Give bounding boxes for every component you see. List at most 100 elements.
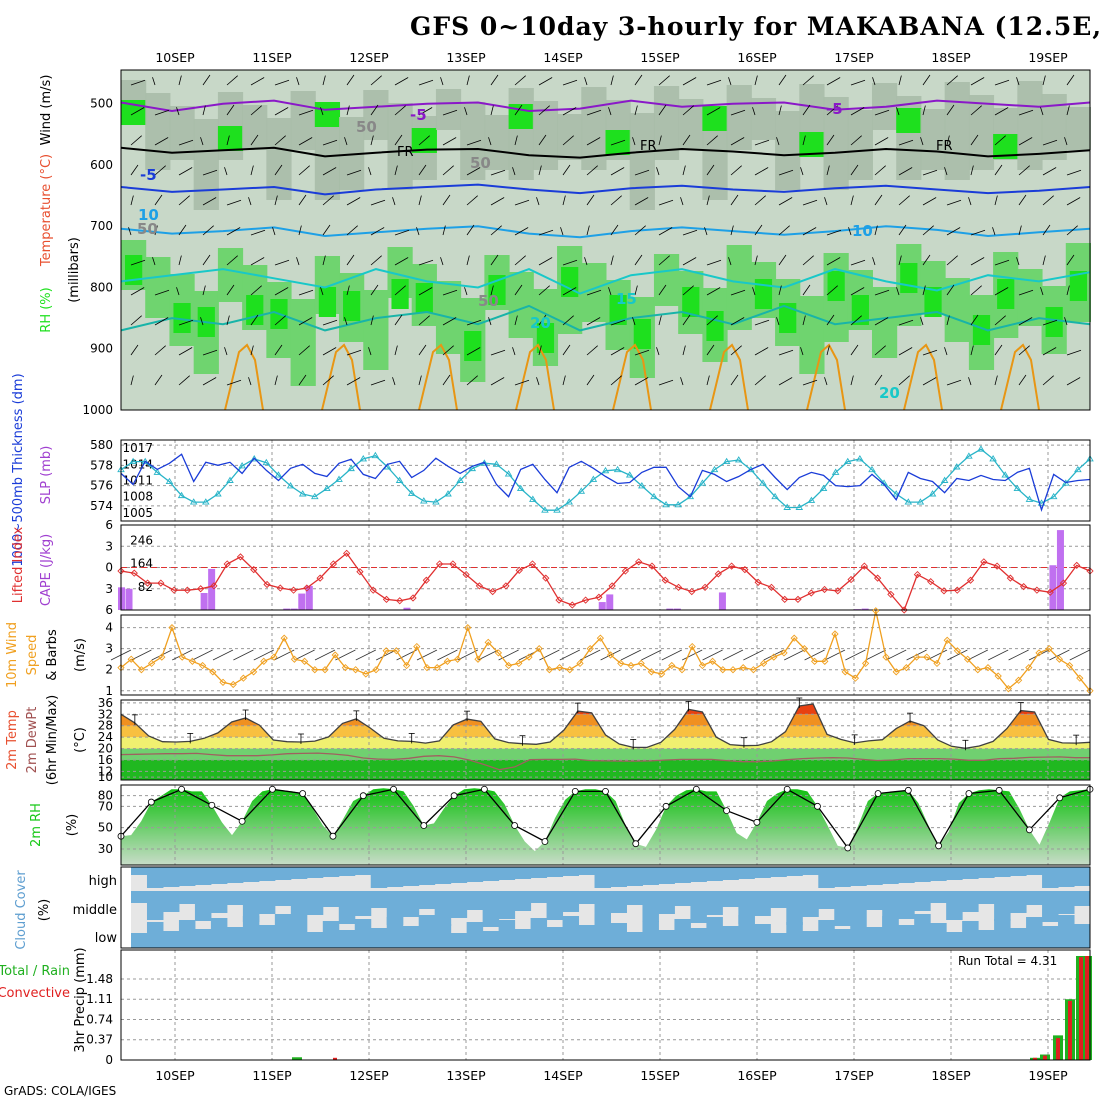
wind-speed-line-marker [474, 655, 482, 663]
rh-band-bright [827, 271, 845, 301]
wind-barb [130, 79, 146, 86]
wind-barb [730, 165, 742, 176]
cloud-high [418, 867, 436, 885]
wind-speed-line-marker [1004, 685, 1013, 693]
wind-barb [850, 287, 865, 296]
wind-speed-line-marker [147, 659, 156, 668]
wind-barb [752, 287, 756, 296]
temp-band [121, 737, 1090, 749]
chart-title: GFS 0~10day 3-hourly for MAKABANA (12.5E… [410, 12, 1100, 41]
wind-barb [680, 377, 684, 386]
rh2m-frame [120, 784, 1091, 866]
slp-line-marker [601, 466, 610, 474]
wind-barb [850, 107, 865, 116]
wind-speed-line-marker [504, 661, 513, 670]
contour-label: 20 [530, 314, 551, 332]
wind-barb [1018, 165, 1030, 176]
wind-barb [154, 165, 166, 176]
axis-tick: 2 [105, 663, 113, 677]
wind-barb [130, 287, 145, 296]
wind-barb [898, 375, 910, 386]
lifted-index-line-marker [661, 576, 669, 584]
wind-barb [322, 347, 337, 356]
wind-barb [226, 104, 235, 116]
wind-barb [586, 345, 598, 356]
lifted-index-line-marker [555, 596, 563, 604]
wind-barb [418, 375, 422, 386]
wind-speed-line-marker [331, 651, 339, 659]
contour-label: 15 [616, 290, 637, 308]
date-axis-top: 10SEP 11SEP 12SEP 13SEP 14SEP 15SEP 16SEP 17SEP… [155, 50, 1068, 65]
wind-barb [346, 74, 355, 86]
wind-speed-line-marker [127, 655, 135, 663]
wind-barb [1042, 195, 1054, 206]
wind-barb [176, 287, 180, 296]
slp-line-marker [625, 471, 634, 478]
cape-tick: 246 [130, 533, 153, 547]
cloud-low [770, 933, 787, 948]
wind-barb [826, 134, 835, 146]
cloud-high [1042, 867, 1059, 888]
cloud-high [290, 867, 308, 879]
lifted-index-line-marker [993, 562, 1001, 570]
wind-barb [970, 285, 982, 296]
contour-label: 50 [137, 220, 158, 238]
surface-wind-barb [926, 649, 948, 661]
slp-line-marker [613, 465, 622, 473]
wind-barb [826, 345, 830, 356]
cape-bar [1049, 565, 1057, 610]
rh-upper-bright [702, 106, 728, 131]
wind-barb [202, 225, 214, 236]
wind-barb [442, 109, 458, 116]
rh-area [121, 788, 1090, 865]
wind-speed-line-marker [535, 645, 543, 653]
slp-line-marker [977, 445, 985, 452]
slp-line-marker [565, 498, 573, 505]
wind10-frame [120, 614, 1091, 696]
wind-speed-line-marker [790, 634, 798, 642]
cape-bar [298, 593, 306, 610]
contour-label: 50 [478, 292, 499, 310]
wind-barb [248, 197, 252, 206]
wind-barb [346, 285, 350, 296]
wind-barb [1066, 197, 1081, 206]
wind-speed-line-marker [943, 636, 951, 644]
cloud-high [978, 867, 995, 878]
cloud-low [1042, 926, 1059, 948]
label-thickness: 1000~500mb Thickness (dm) [11, 373, 26, 566]
cloud-low [306, 932, 324, 948]
wind-speed-line-marker [576, 659, 584, 668]
wind-speed-line-marker [882, 653, 890, 661]
cape-bar [200, 593, 208, 610]
wind-barb [874, 289, 890, 296]
cloud-high [882, 867, 899, 884]
wind-speed-line-marker [525, 653, 533, 661]
rh-band-mid [750, 98, 777, 140]
cloud-low [530, 918, 548, 948]
cloud-low [722, 926, 739, 948]
cloud-high [306, 867, 324, 878]
rh-line-marker [571, 788, 579, 795]
cloud-low [258, 925, 276, 948]
cloud-high [626, 867, 643, 886]
lifted-index-line-marker [329, 560, 338, 568]
cloud-middle [786, 891, 803, 925]
lifted-index-line-marker [887, 590, 895, 599]
wind-barb [682, 165, 686, 176]
wind-barb [610, 195, 622, 206]
rh-line-marker [208, 801, 216, 809]
cloud-middle [658, 891, 675, 914]
lifted-index-line-marker [635, 558, 643, 566]
axis-tick: 1.11 [86, 992, 113, 1006]
wind-speed-line-marker [280, 634, 288, 642]
lifted-index-line-marker [435, 560, 444, 568]
wind-barb [1018, 374, 1027, 386]
wind-barb [922, 74, 931, 86]
wind-barb [536, 377, 540, 386]
isotherm-line [120, 304, 1091, 332]
wind-barb [394, 229, 410, 236]
lifted-index-line-marker [250, 565, 258, 574]
wind-barb [370, 104, 379, 116]
rh-band-mid [920, 109, 946, 170]
